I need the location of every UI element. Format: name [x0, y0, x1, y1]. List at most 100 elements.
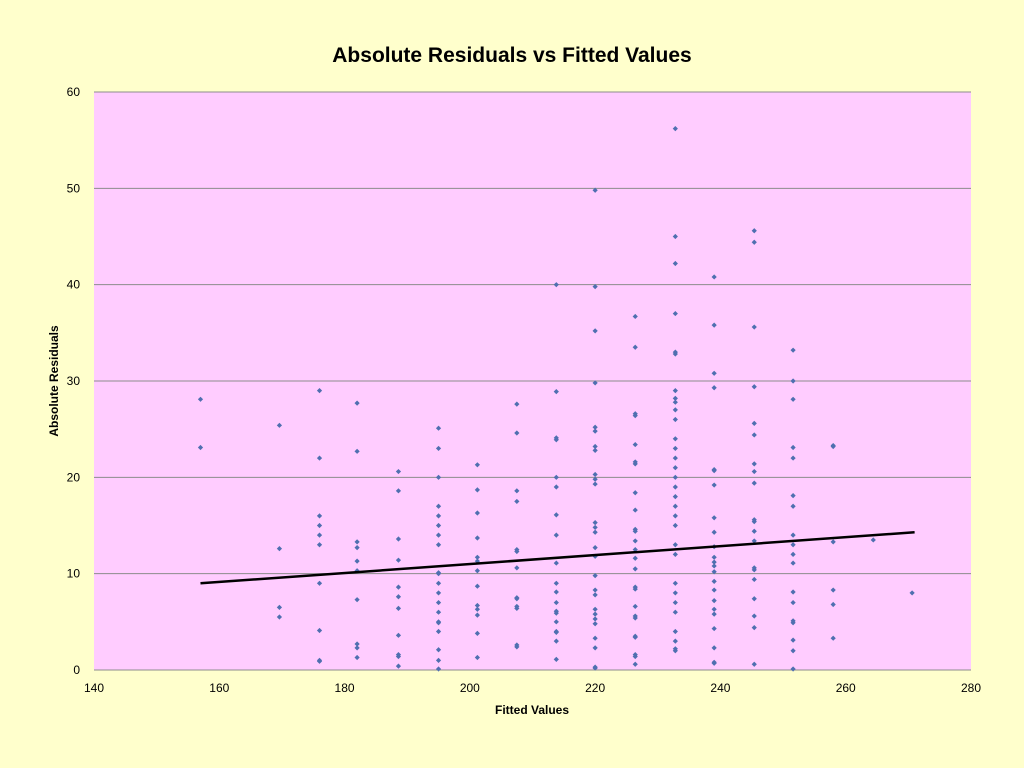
data-point: [435, 590, 442, 596]
data-point: [751, 480, 757, 486]
data-point: [354, 597, 360, 603]
data-point: [592, 635, 598, 641]
data-point: [514, 430, 520, 436]
data-point: [592, 447, 598, 453]
data-point: [316, 522, 323, 529]
data-point: [790, 444, 796, 451]
x-tick-label: 240: [710, 681, 730, 695]
data-point: [672, 551, 678, 557]
data-point: [672, 513, 678, 519]
data-point: [514, 596, 520, 602]
y-tick-label: 50: [67, 181, 81, 195]
data-point: [751, 625, 757, 631]
data-point: [592, 611, 598, 617]
data-point: [632, 344, 638, 350]
data-point: [711, 370, 717, 376]
data-point: [711, 645, 717, 651]
data-point: [790, 542, 796, 548]
y-tick-label: 60: [67, 85, 81, 99]
data-point: [711, 625, 717, 632]
data-point: [751, 468, 757, 475]
data-point: [711, 569, 717, 575]
data-point: [711, 322, 717, 328]
data-point: [751, 228, 757, 234]
data-point: [435, 474, 442, 480]
data-point: [632, 546, 638, 553]
data-point: [592, 606, 598, 612]
data-point: [711, 563, 717, 569]
data-point: [632, 490, 638, 496]
data-point: [592, 529, 598, 535]
trend-line: [200, 530, 915, 585]
x-axis-label: Fitted Values: [495, 703, 569, 717]
data-point: [830, 539, 836, 545]
data-point: [197, 396, 204, 402]
data-point: [435, 542, 442, 548]
data-point: [870, 537, 876, 543]
data-point: [790, 347, 796, 353]
data-point: [553, 589, 559, 595]
data-point: [435, 609, 442, 615]
data-point: [592, 665, 598, 671]
data-point: [672, 484, 678, 490]
data-point: [474, 462, 480, 468]
data-point: [276, 422, 283, 428]
data-point: [751, 661, 757, 667]
data-point: [514, 565, 520, 571]
data-point: [514, 498, 520, 505]
data-point: [276, 546, 283, 552]
data-point: [354, 545, 360, 551]
data-point: [632, 566, 638, 572]
data-point: [711, 578, 717, 584]
data-point: [751, 567, 757, 573]
data-point: [474, 568, 480, 574]
data-point: [632, 441, 638, 448]
data-point: [395, 663, 402, 669]
data-point: [553, 484, 559, 490]
data-point: [553, 437, 559, 443]
data-point: [316, 542, 323, 548]
data-point: [395, 605, 402, 611]
data-point: [790, 648, 796, 654]
data-point: [592, 545, 598, 551]
data-point: [672, 638, 678, 644]
data-point: [790, 455, 796, 461]
data-point: [672, 445, 678, 452]
data-point: [395, 594, 402, 600]
data-point: [711, 515, 717, 521]
data-point: [672, 542, 678, 548]
chart-title: Absolute Residuals vs Fitted Values: [332, 44, 692, 67]
data-point: [395, 557, 402, 563]
data-point: [909, 590, 915, 596]
x-axis-ticks: 140 160 180 200 220 240 260 280: [84, 681, 981, 695]
data-point: [354, 641, 360, 647]
data-point: [592, 587, 598, 593]
data-point: [711, 482, 717, 488]
data-point: [592, 476, 598, 482]
data-point: [474, 510, 480, 516]
data-point: [751, 461, 757, 467]
data-point: [632, 538, 638, 544]
data-point: [790, 589, 796, 595]
data-point: [354, 645, 360, 651]
data-point: [711, 587, 717, 593]
data-point: [395, 488, 402, 494]
data-point: [592, 443, 598, 450]
data-point: [592, 283, 598, 290]
data-point: [592, 481, 598, 487]
data-point: [711, 529, 717, 535]
data-point: [435, 425, 442, 431]
data-point: [672, 395, 678, 401]
data-point: [592, 524, 598, 531]
data-point: [632, 528, 638, 534]
data-point: [435, 522, 442, 529]
x-tick-label: 200: [460, 681, 480, 695]
x-tick-label: 220: [585, 681, 605, 695]
data-point: [354, 654, 360, 661]
data-point: [316, 455, 323, 461]
data-point: [316, 388, 323, 394]
data-point: [553, 474, 559, 480]
data-point: [474, 535, 480, 541]
data-point: [514, 644, 520, 650]
data-point: [751, 239, 757, 245]
